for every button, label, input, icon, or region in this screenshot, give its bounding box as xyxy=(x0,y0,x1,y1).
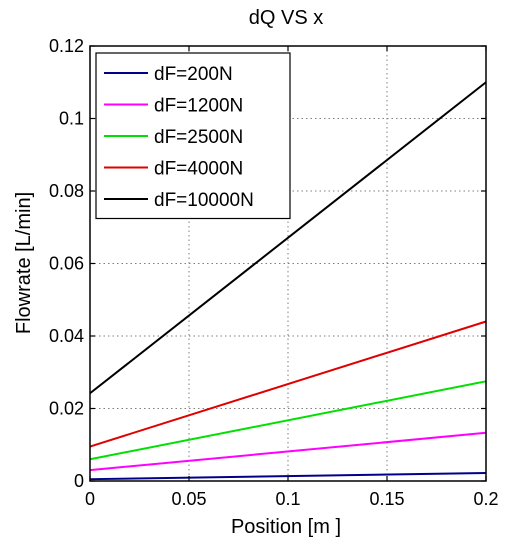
x-tick-label: 0.05 xyxy=(171,489,206,509)
y-axis-label: Flowrate [L/min] xyxy=(13,192,35,334)
legend: dF=200N dF=1200N dF=2500N dF=4000N dF=10000N xyxy=(95,52,291,220)
axis-ticks: 0 0.05 0.1 0.15 0.2 0 0.02 0.04 0.06 0.08 0.1 0.12 xyxy=(49,36,499,509)
x-axis-label: Position [m ] xyxy=(231,516,341,538)
series-line xyxy=(89,320,487,448)
legend-entry: dF=200N xyxy=(154,64,233,85)
y-tick-label: 0.08 xyxy=(49,181,84,201)
series-line xyxy=(89,431,487,472)
x-tick-label: 0 xyxy=(85,489,95,509)
y-tick-label: 0 xyxy=(74,471,84,491)
y-tick-label: 0.06 xyxy=(49,254,84,274)
x-tick-label: 0.2 xyxy=(473,489,498,509)
legend-entry: dF=2500N xyxy=(154,127,243,148)
y-tick-label: 0.12 xyxy=(49,36,84,56)
legend-entry: dF=4000N xyxy=(154,159,243,180)
series-line xyxy=(89,81,487,395)
x-tick-label: 0.1 xyxy=(275,489,300,509)
legend-entry: dF=10000N xyxy=(154,190,254,211)
series-line xyxy=(89,380,487,461)
y-tick-label: 0.04 xyxy=(49,326,84,346)
y-tick-label: 0.02 xyxy=(49,399,84,419)
x-tick-label: 0.15 xyxy=(369,489,404,509)
chart-title: dQ VS x xyxy=(249,7,323,29)
legend-entry: dF=1200N xyxy=(154,96,243,117)
y-tick-label: 0.1 xyxy=(59,109,84,129)
series-lines xyxy=(89,81,487,481)
